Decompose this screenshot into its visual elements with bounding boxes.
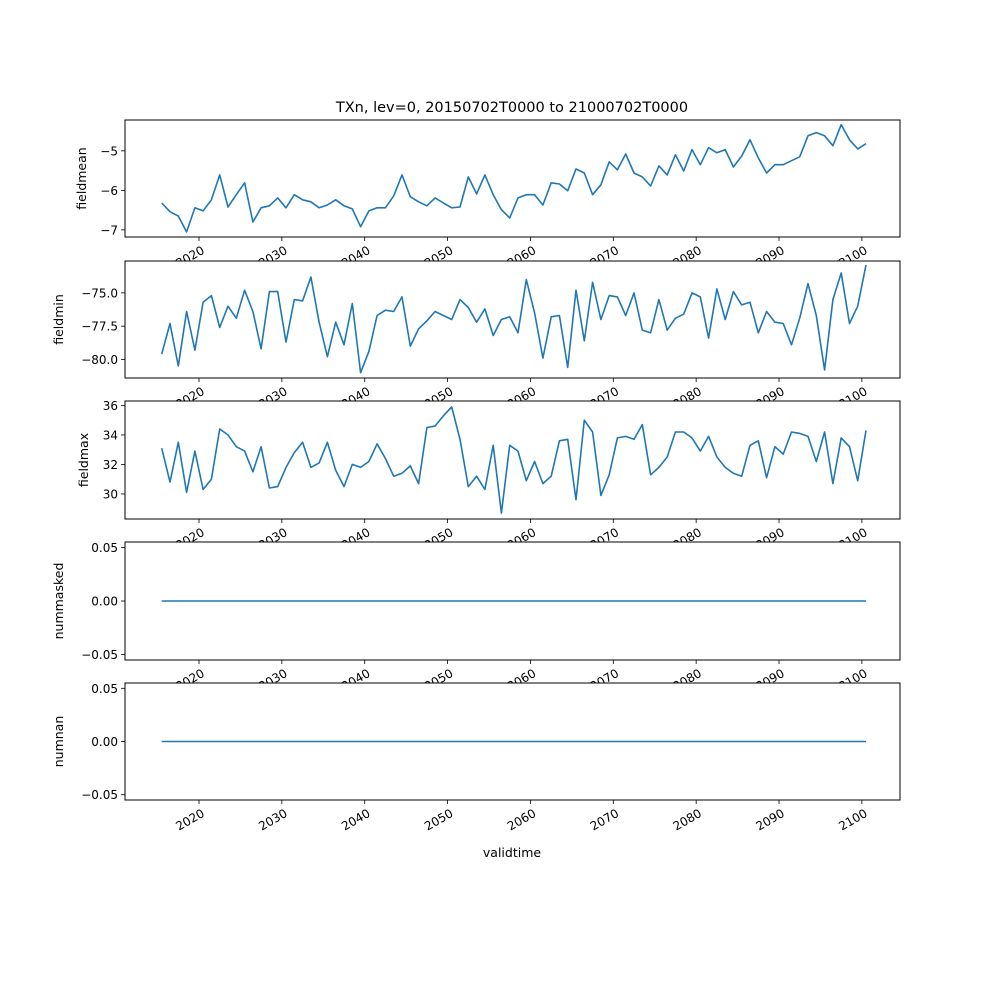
- y-axis-label-fieldmax: fieldmax: [76, 433, 91, 487]
- y-tick-label: 34: [103, 428, 118, 442]
- series-line-fieldmin: [160, 264, 867, 374]
- y-tick-label: 0.00: [91, 735, 118, 749]
- axes-frame-numnan: [124, 682, 901, 801]
- y-tick-label: 0.00: [91, 595, 118, 609]
- x-tick-label: 2060: [505, 806, 538, 833]
- y-axis-label-fieldmean: fieldmean: [74, 147, 89, 209]
- y-tick-label: 0.05: [91, 541, 118, 555]
- y-axis-label-fieldmin: fieldmin: [51, 294, 66, 345]
- y-tick-label: −77.5: [81, 320, 118, 334]
- y-tick-label: −80.0: [81, 353, 118, 367]
- x-tick-label: 2040: [339, 806, 372, 833]
- axes-background-fieldmax: [125, 401, 900, 519]
- y-tick-label: −75.0: [81, 286, 118, 300]
- axes-background-fieldmin: [125, 261, 900, 378]
- y-tick-label: 30: [103, 487, 118, 501]
- y-axis-label-numnan: numnan: [51, 716, 66, 768]
- x-tick-label: 2080: [671, 806, 704, 833]
- series-line-fieldmax: [160, 406, 867, 514]
- y-tick-label: −7: [100, 223, 118, 237]
- y-tick-label: 32: [103, 458, 118, 472]
- chart-title: TXn, lev=0, 20150702T0000 to 21000702T00…: [335, 100, 688, 116]
- axes-frame-fieldmax: [124, 400, 901, 520]
- x-tick-label: 2030: [256, 806, 289, 833]
- series-line-fieldmean: [161, 123, 867, 233]
- x-tick-label: 2100: [836, 806, 869, 833]
- x-tick-label: 2020: [173, 806, 206, 833]
- x-tick-label: 2070: [588, 806, 621, 833]
- x-axis-label: validtime: [483, 845, 541, 860]
- axes-frame-nummasked: [124, 541, 901, 661]
- x-tick-label: 2050: [422, 806, 455, 833]
- x-tick-label: 2090: [753, 806, 786, 833]
- y-tick-label: −0.05: [81, 788, 118, 802]
- y-tick-label: −6: [100, 184, 118, 198]
- y-tick-label: −0.05: [81, 648, 118, 662]
- y-tick-label: −5: [100, 144, 118, 158]
- axes-frame-fieldmean: [124, 119, 901, 238]
- axes-frame-fieldmin: [124, 260, 901, 379]
- y-tick-label: 0.05: [91, 682, 118, 696]
- axes-background-fieldmean: [125, 120, 900, 237]
- y-tick-label: 36: [103, 399, 118, 413]
- y-axis-label-nummasked: nummasked: [51, 563, 66, 640]
